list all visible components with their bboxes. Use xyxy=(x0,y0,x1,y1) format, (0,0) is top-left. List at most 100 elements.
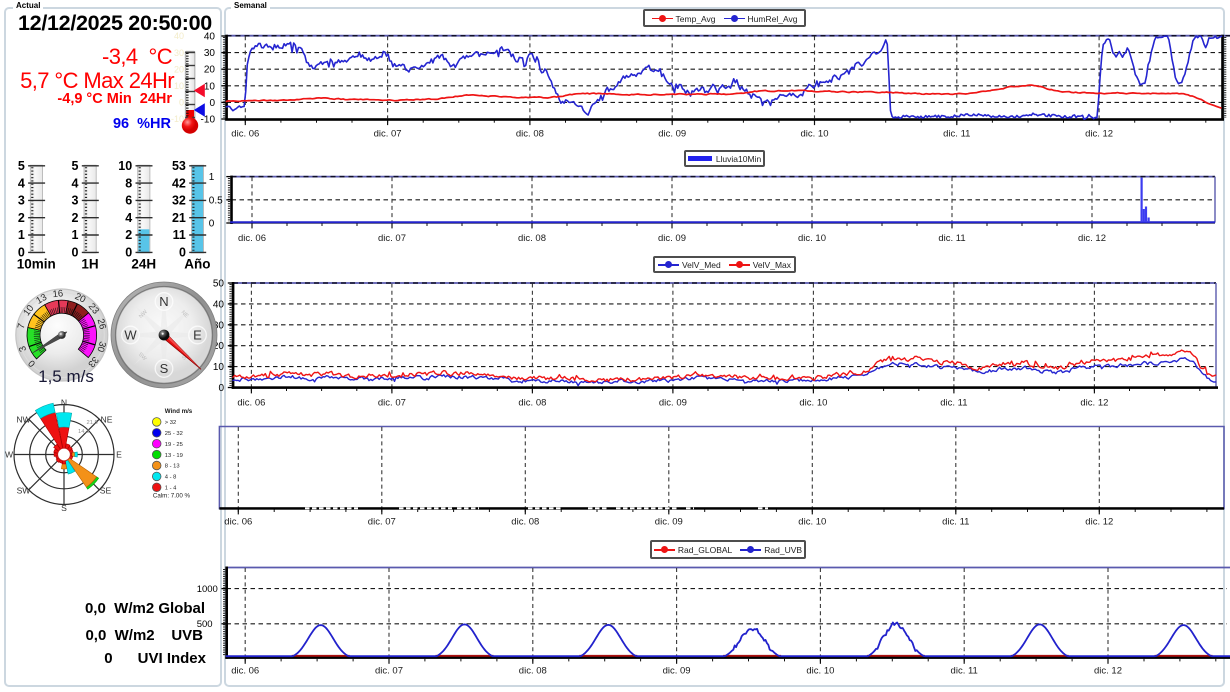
svg-text:50: 50 xyxy=(213,279,225,290)
svg-text:10: 10 xyxy=(118,159,132,173)
svg-text:21.5: 21.5 xyxy=(87,420,98,426)
svg-text:dic. 10: dic. 10 xyxy=(801,129,829,140)
svg-text:3: 3 xyxy=(18,194,25,208)
svg-text:1: 1 xyxy=(72,228,79,242)
svg-text:1 - 4: 1 - 4 xyxy=(165,486,177,492)
svg-text:20: 20 xyxy=(204,65,216,76)
svg-text:30: 30 xyxy=(204,48,216,59)
svg-text:dic. 06: dic. 06 xyxy=(231,666,259,677)
svg-text:2: 2 xyxy=(18,211,25,225)
svg-text:0: 0 xyxy=(218,383,224,394)
svg-text:3: 3 xyxy=(72,194,79,208)
svg-text:NE: NE xyxy=(180,310,190,320)
svg-text:16: 16 xyxy=(52,288,64,300)
svg-text:0: 0 xyxy=(179,246,186,260)
svg-text:dic. 12: dic. 12 xyxy=(1085,517,1113,528)
svg-text:26: 26 xyxy=(95,317,108,330)
svg-text:0: 0 xyxy=(26,358,38,369)
svg-text:0: 0 xyxy=(125,246,132,260)
svg-text:S: S xyxy=(160,361,169,376)
svg-text:dic. 07: dic. 07 xyxy=(374,129,402,140)
svg-text:0: 0 xyxy=(72,246,79,260)
svg-text:dic. 09: dic. 09 xyxy=(658,233,686,244)
svg-text:1: 1 xyxy=(209,172,215,183)
svg-text:dic. 08: dic. 08 xyxy=(519,666,547,677)
svg-text:dic. 11: dic. 11 xyxy=(938,233,965,244)
svg-text:dic. 12: dic. 12 xyxy=(1094,666,1122,677)
svg-text:dic. 10: dic. 10 xyxy=(806,666,834,677)
svg-text:40: 40 xyxy=(204,32,216,43)
svg-text:dic. 10: dic. 10 xyxy=(798,517,826,528)
svg-text:13 - 19: 13 - 19 xyxy=(165,453,183,459)
svg-text:20: 20 xyxy=(174,64,184,74)
svg-text:4: 4 xyxy=(18,176,25,190)
svg-text:1H: 1H xyxy=(81,257,98,272)
svg-text:8 - 13: 8 - 13 xyxy=(165,464,180,470)
svg-text:dic. 09: dic. 09 xyxy=(663,666,691,677)
svg-text:W: W xyxy=(5,450,14,460)
svg-text:dic. 06: dic. 06 xyxy=(231,129,259,140)
svg-text:NW: NW xyxy=(16,415,31,425)
svg-text:S: S xyxy=(61,503,67,513)
svg-text:dic. 11: dic. 11 xyxy=(940,398,967,409)
svg-text:SE: SE xyxy=(100,486,112,496)
svg-text:dic. 06: dic. 06 xyxy=(224,517,252,528)
svg-text:dic. 08: dic. 08 xyxy=(518,398,546,409)
svg-text:-10: -10 xyxy=(201,115,216,126)
svg-text:0: 0 xyxy=(18,246,25,260)
svg-text:3: 3 xyxy=(17,344,29,353)
svg-text:dic. 12: dic. 12 xyxy=(1078,233,1106,244)
svg-text:0: 0 xyxy=(179,98,184,108)
svg-text:dic. 07: dic. 07 xyxy=(368,517,396,528)
svg-text:53: 53 xyxy=(172,159,186,173)
svg-text:40: 40 xyxy=(213,299,225,310)
svg-text:dic. 12: dic. 12 xyxy=(1085,129,1113,140)
svg-text:dic. 09: dic. 09 xyxy=(658,129,686,140)
svg-text:32: 32 xyxy=(172,194,186,208)
svg-text:10: 10 xyxy=(204,81,216,92)
svg-text:Wind m/s: Wind m/s xyxy=(165,408,193,415)
svg-text:1000: 1000 xyxy=(197,584,218,595)
svg-text:4: 4 xyxy=(72,176,79,190)
svg-text:10: 10 xyxy=(21,303,36,318)
svg-text:0: 0 xyxy=(209,219,215,230)
svg-text:20: 20 xyxy=(73,291,87,306)
svg-text:42: 42 xyxy=(172,176,186,190)
svg-text:20: 20 xyxy=(213,341,225,352)
svg-text:dic. 09: dic. 09 xyxy=(655,517,683,528)
svg-text:N: N xyxy=(159,294,168,309)
svg-text:SW: SW xyxy=(17,486,32,496)
svg-text:dic. 06: dic. 06 xyxy=(238,233,266,244)
svg-text:500: 500 xyxy=(197,619,213,630)
svg-text:dic. 08: dic. 08 xyxy=(518,233,546,244)
svg-text:6: 6 xyxy=(125,194,132,208)
svg-text:dic. 07: dic. 07 xyxy=(378,398,406,409)
svg-text:7: 7 xyxy=(16,322,28,330)
svg-text:-10: -10 xyxy=(171,114,184,124)
svg-text:> 32: > 32 xyxy=(165,420,176,426)
svg-text:dic. 07: dic. 07 xyxy=(378,233,406,244)
svg-text:24H: 24H xyxy=(131,257,156,272)
svg-text:NE: NE xyxy=(101,415,113,425)
svg-text:Calm: 7.00 %: Calm: 7.00 % xyxy=(153,493,191,500)
svg-text:30: 30 xyxy=(174,48,184,58)
svg-text:8: 8 xyxy=(125,176,132,190)
svg-text:19 - 25: 19 - 25 xyxy=(165,442,183,448)
svg-text:dic. 08: dic. 08 xyxy=(511,517,539,528)
svg-text:SW: SW xyxy=(137,352,148,363)
svg-text:21: 21 xyxy=(172,211,186,225)
svg-text:dic. 08: dic. 08 xyxy=(516,129,544,140)
svg-text:dic. 11: dic. 11 xyxy=(951,666,978,677)
svg-text:5: 5 xyxy=(72,159,79,173)
svg-text:4: 4 xyxy=(125,211,132,225)
svg-text:dic. 11: dic. 11 xyxy=(943,129,970,140)
svg-text:11: 11 xyxy=(173,228,186,242)
svg-text:1: 1 xyxy=(18,228,25,242)
svg-text:dic. 12: dic. 12 xyxy=(1080,398,1108,409)
svg-text:dic. 11: dic. 11 xyxy=(942,517,969,528)
svg-text:40: 40 xyxy=(174,31,184,41)
svg-text:30: 30 xyxy=(94,340,108,353)
svg-text:10min: 10min xyxy=(17,257,56,272)
svg-text:2: 2 xyxy=(72,211,79,225)
svg-text:2: 2 xyxy=(125,228,132,242)
